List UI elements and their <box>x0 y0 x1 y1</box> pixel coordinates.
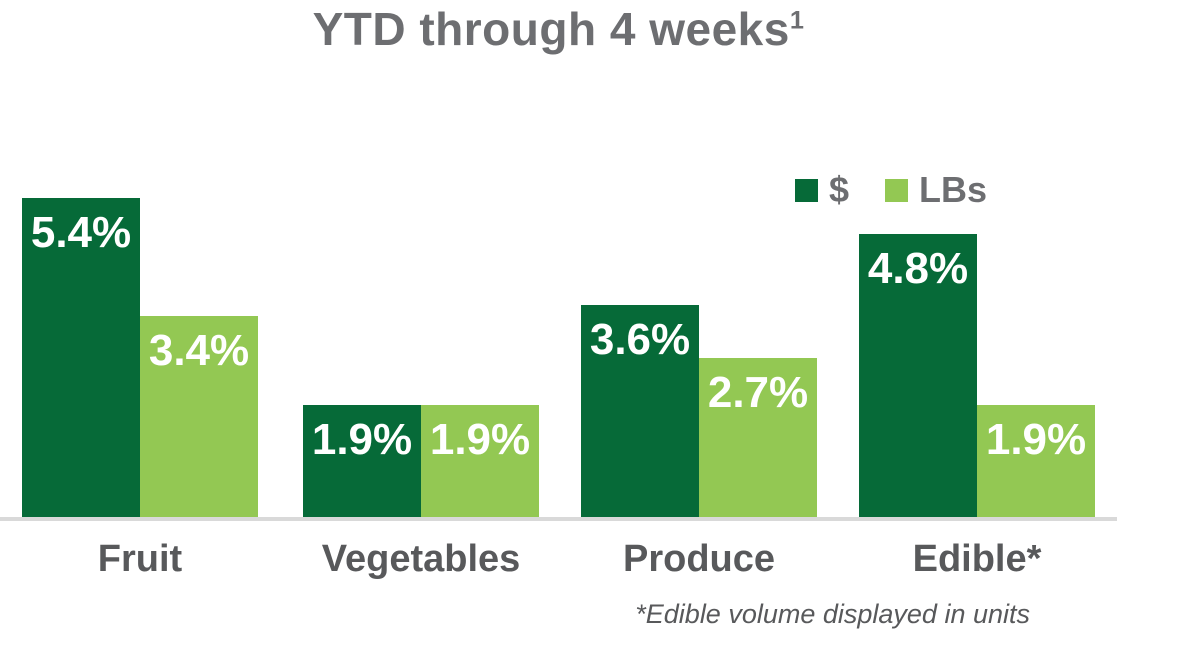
chart-title-footnote-marker: 1 <box>789 6 805 35</box>
bar-dollar-edible: 4.8% <box>859 234 977 517</box>
legend-item-dollar: $ <box>795 172 849 208</box>
bar-dollar-fruit: 5.4% <box>22 198 140 517</box>
legend-label-lbs: LBs <box>919 169 988 210</box>
category-label-produce: Produce <box>622 538 776 580</box>
bar-value-label-dollar-vegetables: 1.9% <box>311 415 413 464</box>
bar-lbs-edible: 1.9% <box>977 405 1095 517</box>
bar-lbs-fruit: 3.4% <box>140 316 258 517</box>
bar-value-label-lbs-fruit: 3.4% <box>148 326 250 375</box>
category-label-vegetables: Vegetables <box>321 538 521 580</box>
lbs-series-swatch <box>885 178 909 202</box>
bar-value-label-lbs-vegetables: 1.9% <box>429 415 531 464</box>
bar-lbs-produce: 2.7% <box>699 358 817 517</box>
chart-title-text: YTD through 4 weeks <box>312 3 790 55</box>
dollar-series-swatch <box>795 178 818 202</box>
bar-value-label-dollar-edible: 4.8% <box>867 244 969 293</box>
bar-value-label-lbs-edible: 1.9% <box>985 415 1087 464</box>
category-label-fruit: Fruit <box>97 538 183 580</box>
bar-lbs-vegetables: 1.9% <box>421 405 539 517</box>
legend: $ LBs <box>795 172 987 208</box>
x-axis-line <box>0 517 1117 521</box>
bar-value-label-dollar-fruit: 5.4% <box>30 208 132 257</box>
legend-label-dollar: $ <box>829 169 850 210</box>
category-label-edible: Edible* <box>912 538 1042 580</box>
bar-dollar-vegetables: 1.9% <box>303 405 421 517</box>
bar-value-label-lbs-produce: 2.7% <box>707 368 809 417</box>
bar-value-label-dollar-produce: 3.6% <box>589 315 691 364</box>
bar-dollar-produce: 3.6% <box>581 305 699 517</box>
legend-item-lbs: LBs <box>885 172 987 208</box>
chart-title: YTD through 4 weeks1 <box>0 2 1117 56</box>
footnote: *Edible volume displayed in units <box>635 599 1030 629</box>
